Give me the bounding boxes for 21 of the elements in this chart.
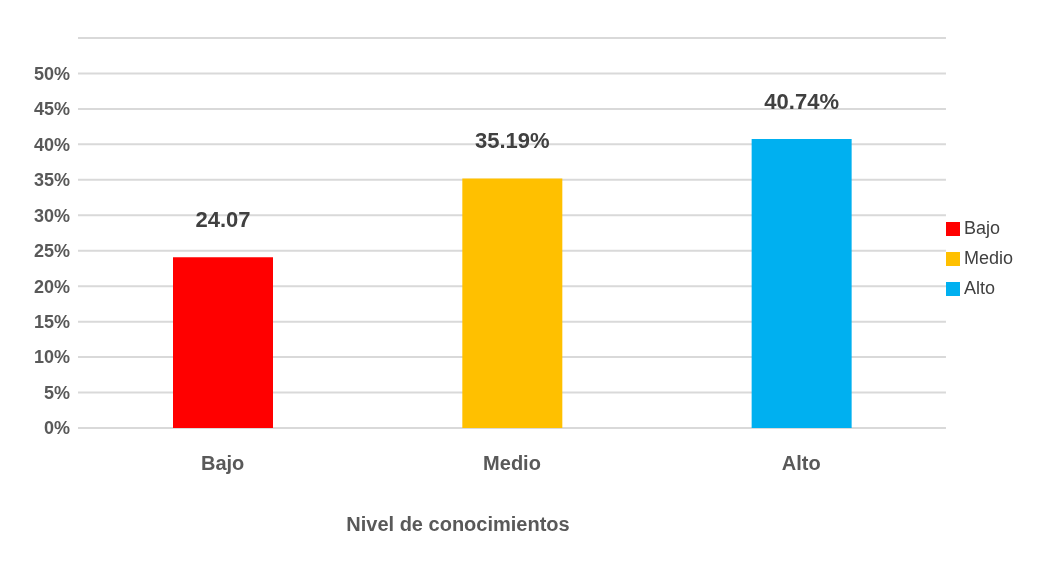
y-tick-label: 20% — [33, 276, 70, 297]
legend-label: Bajo — [963, 218, 1000, 238]
data-label: 35.19% — [475, 128, 550, 154]
x-axis-title: Nivel de conocimientos — [345, 513, 571, 536]
y-tick-label: 0% — [43, 418, 70, 439]
x-tick-label: Bajo — [200, 452, 245, 475]
y-tick-label: 45% — [33, 99, 70, 120]
y-tick-label: 50% — [33, 63, 70, 84]
x-tick-label: Alto — [781, 452, 821, 475]
y-tick-label: 5% — [43, 382, 70, 403]
x-tick-label: Medio — [483, 452, 541, 475]
y-tick-label: 30% — [33, 205, 70, 226]
data-label: 24.07 — [195, 207, 251, 233]
data-label: 40.74% — [764, 89, 839, 115]
y-tick-label: 35% — [33, 170, 70, 191]
y-tick-label: 15% — [33, 312, 70, 333]
legend-label: Alto — [963, 278, 995, 298]
y-tick-label: 10% — [33, 347, 70, 368]
y-tick-label: 25% — [33, 241, 70, 262]
y-tick-label: 40% — [33, 134, 70, 155]
legend-label: Medio — [963, 248, 1013, 268]
